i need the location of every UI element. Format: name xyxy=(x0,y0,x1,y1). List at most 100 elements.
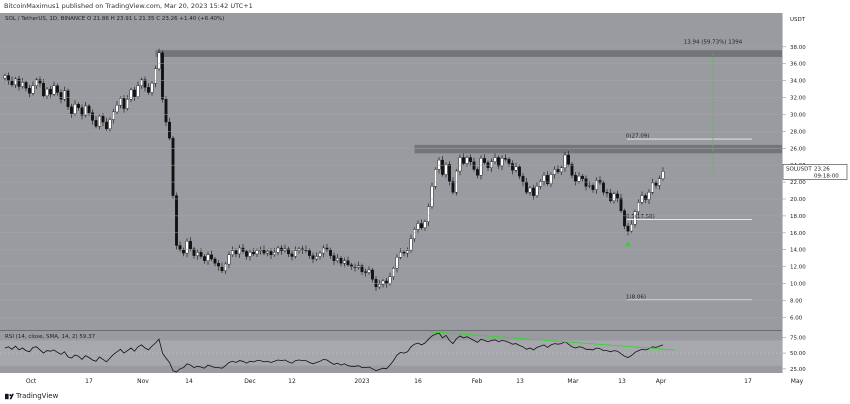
candle-up xyxy=(444,164,448,175)
candle-up xyxy=(84,105,87,116)
candle-up xyxy=(14,78,17,86)
candle-down xyxy=(623,210,626,227)
candle-up xyxy=(493,157,497,162)
target-measure-label: 13.94 (59.73%) 1394 xyxy=(684,40,743,46)
candle-down xyxy=(290,253,294,257)
candle-down xyxy=(87,105,91,113)
price-tick-label: 12.00 xyxy=(790,265,806,271)
candle-down xyxy=(504,158,507,160)
rsi-trendline xyxy=(428,331,676,351)
candle-down xyxy=(385,280,388,284)
candle-up xyxy=(490,161,493,168)
candle-up xyxy=(322,247,325,254)
x-tick-label: Apr xyxy=(656,378,667,385)
candle-up xyxy=(126,99,129,109)
rsi-band xyxy=(0,340,782,366)
candle-down xyxy=(147,87,150,93)
candle-up xyxy=(248,252,252,257)
candle-up xyxy=(630,224,633,232)
candle-up xyxy=(560,167,563,173)
rsi-tick-label: 75.00 xyxy=(790,335,806,341)
candle-up xyxy=(157,52,161,69)
resistance-zone xyxy=(155,50,782,57)
candle-down xyxy=(532,187,535,196)
candle-up xyxy=(637,202,640,212)
candle-up xyxy=(542,175,546,182)
candle-up xyxy=(196,252,199,256)
candle-down xyxy=(570,164,574,176)
candle-down xyxy=(178,245,182,250)
candle-down xyxy=(308,250,311,256)
candle-up xyxy=(136,85,140,97)
candle-down xyxy=(598,180,602,184)
candle-down xyxy=(80,107,84,116)
rsi-line xyxy=(4,332,664,373)
candle-down xyxy=(605,192,609,194)
candle-down xyxy=(332,255,336,261)
candle-down xyxy=(220,266,224,272)
candle-up xyxy=(224,263,227,272)
candle-down xyxy=(10,80,14,86)
candle-down xyxy=(364,271,367,273)
x-tick-label: 13 xyxy=(516,378,524,385)
candle-up xyxy=(21,82,24,87)
x-tick-label: 14 xyxy=(185,378,193,385)
candle-up xyxy=(434,169,437,187)
candle-up xyxy=(336,257,339,261)
chart-legend: SOL / TetherUS, 1D, BINANCE O 21.86 H 23… xyxy=(5,16,224,22)
price-label-price: 23.26 xyxy=(814,166,830,172)
candle-up xyxy=(399,252,402,258)
candle-down xyxy=(287,248,290,255)
candle-up xyxy=(381,280,385,285)
candle-down xyxy=(616,193,619,199)
candle-up xyxy=(528,187,532,193)
price-label-countdown: 09:18:00 xyxy=(814,173,839,179)
candle-up xyxy=(98,115,101,127)
candle-up xyxy=(413,229,416,239)
candle-down xyxy=(626,225,630,232)
candle-up xyxy=(255,250,259,255)
candle-up xyxy=(430,186,434,207)
footer: TradingView xyxy=(0,390,850,404)
candle-down xyxy=(203,256,206,261)
candle-down xyxy=(325,247,329,250)
candle-down xyxy=(70,106,73,114)
candle-down xyxy=(581,175,584,179)
candle-up xyxy=(343,260,346,264)
candle-up xyxy=(416,223,420,230)
candle-up xyxy=(3,75,7,79)
candle-down xyxy=(521,175,525,183)
candle-down xyxy=(644,195,647,201)
tradingview-logo-icon xyxy=(5,393,14,400)
candle-up xyxy=(423,221,427,228)
candle-up xyxy=(465,157,469,164)
candle-up xyxy=(318,252,322,257)
price-tick-label: 38.00 xyxy=(790,45,806,51)
candle-up xyxy=(266,251,269,254)
candle-up xyxy=(315,256,318,260)
fib-level-label: 0(27.09) xyxy=(626,134,650,140)
candle-up xyxy=(185,241,189,254)
candle-down xyxy=(122,98,126,109)
candle-down xyxy=(329,249,332,256)
x-tick-label: 13 xyxy=(618,378,626,385)
candle-up xyxy=(409,238,413,251)
candle-down xyxy=(199,252,203,257)
x-tick-label: 16 xyxy=(414,378,422,385)
x-tick-label: Mar xyxy=(567,378,579,385)
candle-down xyxy=(24,82,28,89)
candle-down xyxy=(339,257,343,264)
candle-down xyxy=(143,79,147,88)
candle-down xyxy=(546,175,549,184)
candle-down xyxy=(245,251,248,257)
candle-down xyxy=(213,258,217,264)
candle-down xyxy=(77,104,80,108)
rsi-tick-label: 50.00 xyxy=(790,351,806,357)
candle-down xyxy=(252,252,255,255)
candle-up xyxy=(500,158,504,167)
candle-up xyxy=(150,82,154,93)
candle-up xyxy=(238,247,241,255)
candle-down xyxy=(360,265,364,272)
candle-down xyxy=(189,241,192,250)
